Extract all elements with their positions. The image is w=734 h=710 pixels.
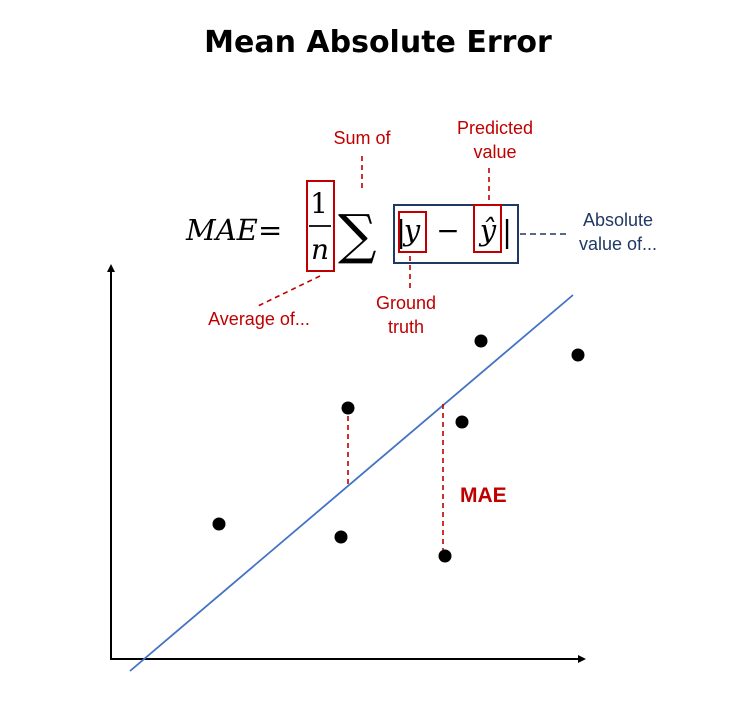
annotation-predicted-line1: Predicted xyxy=(457,118,533,138)
data-point xyxy=(438,549,452,563)
annotation-absolute-line1: Absolute xyxy=(583,210,653,230)
annotation-predicted-line2: value xyxy=(473,142,516,162)
regression-line xyxy=(129,294,574,672)
annotation-ground-line2: truth xyxy=(388,317,424,337)
page-title: Mean Absolute Error xyxy=(204,25,552,60)
annotation-sum-of: Sum of xyxy=(333,128,391,148)
formula-numerator: 1 xyxy=(310,187,328,220)
formula-denominator: n xyxy=(311,233,329,266)
absolute-value-box xyxy=(393,204,519,264)
data-point xyxy=(341,401,355,415)
scatter-plot: MAE xyxy=(107,264,586,672)
annotations: Sum of Predicted value Absolute value of… xyxy=(208,118,657,337)
data-point xyxy=(455,415,469,429)
data-point xyxy=(474,334,488,348)
average-of-highlight-box xyxy=(306,180,335,272)
annotation-ground-line1: Ground xyxy=(376,293,436,313)
formula-y-hat: ŷ xyxy=(478,213,497,247)
mae-formula: MAE = 1 n ∑ | y − ŷ | xyxy=(185,180,519,272)
formula-equals: = xyxy=(258,213,282,247)
predicted-highlight-box xyxy=(473,204,502,253)
abs-bar-left: | xyxy=(396,215,406,250)
formula-lhs: MAE xyxy=(185,213,258,247)
abs-bar-right: | xyxy=(502,215,512,250)
formula-y: y xyxy=(402,213,421,247)
mae-label: MAE xyxy=(460,484,507,507)
sigma-icon: ∑ xyxy=(338,203,377,266)
annotation-absolute-line2: value of... xyxy=(579,234,657,254)
connector-average-of xyxy=(257,275,321,307)
annotation-average-of: Average of... xyxy=(208,309,310,329)
data-point xyxy=(212,517,226,531)
formula-minus: − xyxy=(436,214,459,247)
data-point xyxy=(334,530,348,544)
data-point xyxy=(571,348,585,362)
ground-truth-highlight-box xyxy=(398,211,427,253)
